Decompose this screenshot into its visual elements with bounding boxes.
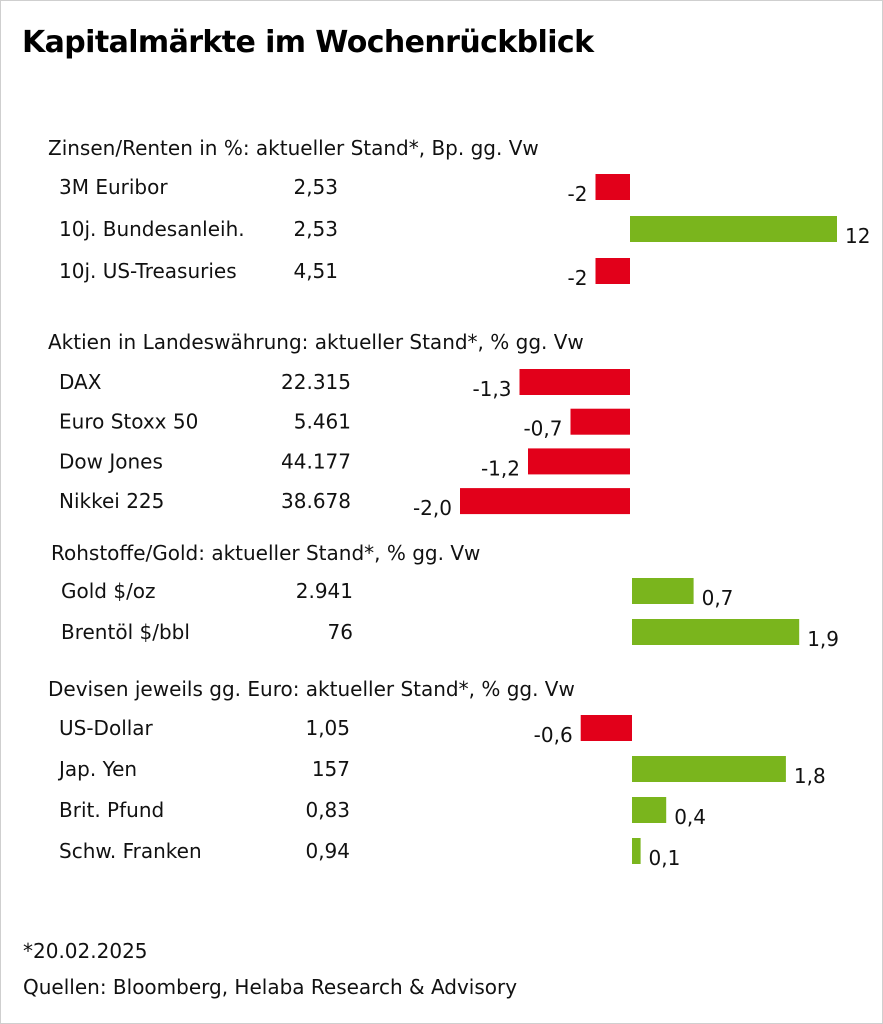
- row-label: 10j. Bundesanleih.: [59, 217, 245, 241]
- row-level: 2,53: [293, 175, 338, 199]
- bar-positive: [632, 578, 694, 604]
- row-label: Euro Stoxx 50: [59, 410, 198, 434]
- row-level: 76: [328, 620, 353, 644]
- row-level: 5.461: [294, 410, 351, 434]
- bar-value-label: 0,7: [702, 586, 734, 610]
- row-level: 22.315: [281, 370, 351, 394]
- row-level: 4,51: [293, 259, 338, 283]
- bar-value-label: -2: [568, 182, 588, 206]
- footnote-date: *20.02.2025: [23, 939, 148, 963]
- row-label: Gold $/oz: [61, 579, 156, 603]
- row-label: Schw. Franken: [59, 839, 202, 863]
- bar-value-label: 1,9: [807, 627, 839, 651]
- row-level: 2.941: [296, 579, 353, 603]
- bar-negative: [595, 174, 630, 200]
- bar-positive: [632, 838, 641, 864]
- row-level: 1,05: [305, 716, 350, 740]
- bar-value-label: -1,3: [472, 377, 511, 401]
- page-title: Kapitalmärkte im Wochenrückblick: [22, 25, 594, 60]
- bar-value-label: 0,4: [674, 805, 706, 829]
- bar-value-label: 12: [845, 224, 870, 248]
- row-label: US-Dollar: [59, 716, 154, 740]
- row-level: 2,53: [293, 217, 338, 241]
- bar-value-label: -0,6: [534, 723, 573, 747]
- row-label: 3M Euribor: [59, 175, 168, 199]
- section-header: Aktien in Landeswährung: aktueller Stand…: [48, 330, 584, 354]
- bar-negative: [519, 369, 630, 395]
- bar-value-label: 1,8: [794, 764, 826, 788]
- bar-value-label: -1,2: [481, 456, 520, 480]
- row-label: DAX: [59, 370, 102, 394]
- bar-negative: [570, 408, 630, 435]
- bar-negative: [528, 448, 630, 475]
- bar-negative: [460, 488, 630, 515]
- bar-positive: [632, 797, 667, 823]
- row-level: 44.177: [281, 449, 351, 473]
- bar-positive: [632, 619, 800, 645]
- row-level: 0,94: [305, 839, 350, 863]
- bar-value-label: -0,7: [523, 417, 562, 441]
- bar-positive: [630, 216, 837, 242]
- row-level: 157: [312, 757, 350, 781]
- bar-negative: [580, 715, 632, 741]
- bar-value-label: 0,1: [649, 846, 681, 870]
- row-label: 10j. US-Treasuries: [59, 259, 237, 283]
- section-header: Zinsen/Renten in %: aktueller Stand*, Bp…: [48, 136, 539, 160]
- footnote-sources: Quellen: Bloomberg, Helaba Research & Ad…: [23, 975, 518, 999]
- row-level: 38.678: [281, 489, 351, 513]
- row-level: 0,83: [305, 798, 350, 822]
- bar-negative: [595, 258, 630, 284]
- section-header: Devisen jeweils gg. Euro: aktueller Stan…: [48, 677, 575, 701]
- row-label: Jap. Yen: [57, 757, 137, 781]
- section-header: Rohstoffe/Gold: aktueller Stand*, % gg. …: [51, 541, 480, 565]
- row-label: Brit. Pfund: [59, 798, 164, 822]
- bar-value-label: -2,0: [413, 496, 452, 520]
- bar-positive: [632, 756, 786, 782]
- bar-value-label: -2: [568, 266, 588, 290]
- row-label: Brentöl $/bbl: [61, 620, 190, 644]
- row-label: Dow Jones: [59, 449, 163, 473]
- row-label: Nikkei 225: [59, 489, 164, 513]
